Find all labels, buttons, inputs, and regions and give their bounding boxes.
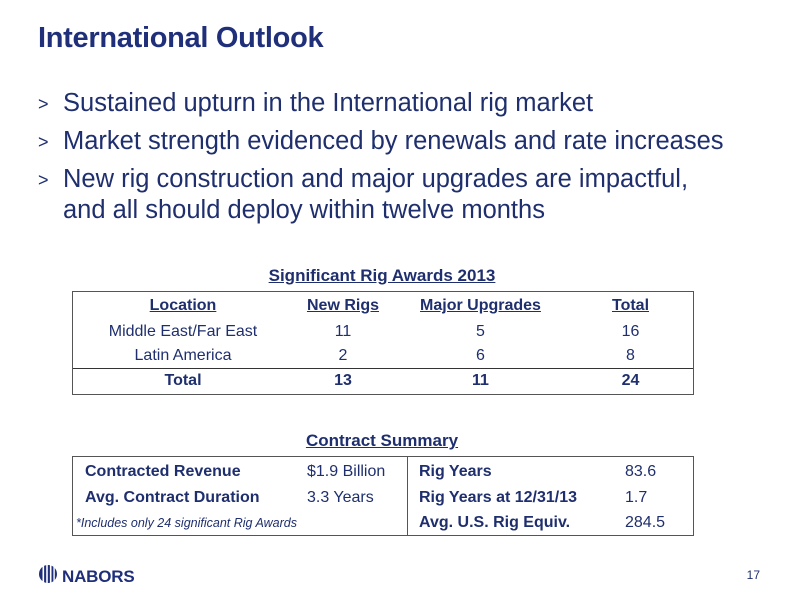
bullet-list: > Sustained upturn in the International … bbox=[38, 88, 778, 233]
rig-years-at-date-label: Rig Years at 12/31/13 bbox=[419, 489, 578, 506]
header-location: Location bbox=[149, 297, 217, 314]
table-row: Middle East/Far East 11 5 16 bbox=[73, 320, 693, 344]
rig-years-at-date-value: 1.7 bbox=[625, 489, 648, 506]
awards-table-box: Location New Rigs Major Upgrades Total M… bbox=[72, 291, 694, 395]
contracted-revenue-label: Contracted Revenue bbox=[85, 463, 241, 480]
column-divider bbox=[407, 457, 408, 535]
cell-major-upgrades: 6 bbox=[476, 347, 485, 364]
bullet-item: > Sustained upturn in the International … bbox=[38, 88, 778, 119]
footnote: *Includes only 24 significant Rig Awards bbox=[76, 516, 297, 530]
table-row: Latin America 2 6 8 bbox=[73, 344, 693, 369]
bullet-line: New rig construction and major upgrades … bbox=[63, 165, 689, 193]
avg-contract-duration-label: Avg. Contract Duration bbox=[85, 489, 260, 506]
bullet-marker: > bbox=[38, 170, 49, 190]
rig-years-label: Rig Years bbox=[419, 463, 492, 480]
cell-location: Latin America bbox=[134, 347, 232, 364]
bullet-text: New rig construction and major upgrades … bbox=[63, 164, 688, 226]
avg-us-rig-equiv-label: Avg. U.S. Rig Equiv. bbox=[419, 514, 571, 531]
cell-total-new-rigs: 13 bbox=[293, 368, 393, 393]
header-new-rigs: New Rigs bbox=[306, 297, 379, 314]
header-major-upgrades: Major Upgrades bbox=[420, 297, 541, 314]
cell-total-total: 24 bbox=[568, 368, 693, 393]
rig-years-value: 83.6 bbox=[625, 463, 657, 480]
bullet-marker: > bbox=[38, 94, 49, 114]
avg-contract-duration-value: 3.3 Years bbox=[307, 489, 374, 506]
contract-summary-title: Contract Summary bbox=[305, 431, 459, 450]
bullet-text: Sustained upturn in the International ri… bbox=[63, 88, 593, 119]
cell-total-major-upgrades: 11 bbox=[393, 368, 568, 393]
slide-title: International Outlook bbox=[38, 22, 324, 54]
awards-table: Location New Rigs Major Upgrades Total M… bbox=[73, 292, 693, 393]
bullet-line: Market strength evidenced by renewals an… bbox=[63, 127, 724, 155]
cell-new-rigs: 11 bbox=[334, 323, 352, 340]
nabors-logo: NABORS bbox=[38, 564, 135, 589]
bullet-item: > Market strength evidenced by renewals … bbox=[38, 126, 778, 157]
logo-text: NABORS bbox=[62, 566, 135, 586]
contracted-revenue-value: $1.9 Billion bbox=[307, 463, 386, 480]
bullet-item: > New rig construction and major upgrade… bbox=[38, 164, 778, 226]
cell-major-upgrades: 5 bbox=[476, 323, 485, 340]
cell-new-rigs: 2 bbox=[338, 347, 348, 364]
cell-total-label: Total bbox=[73, 368, 293, 393]
avg-us-rig-equiv-value: 284.5 bbox=[625, 514, 666, 531]
contract-summary-box: Contracted Revenue $1.9 Billion Avg. Con… bbox=[72, 456, 694, 536]
bullet-text: Market strength evidenced by renewals an… bbox=[63, 126, 724, 157]
cell-total: 16 bbox=[621, 323, 640, 340]
table-header-row: Location New Rigs Major Upgrades Total bbox=[73, 292, 693, 320]
awards-table-title: Significant Rig Awards 2013 bbox=[268, 266, 496, 285]
bullet-line: and all should deploy within twelve mont… bbox=[63, 196, 545, 224]
header-total: Total bbox=[611, 297, 650, 314]
bullet-line: Sustained upturn in the International ri… bbox=[63, 89, 594, 117]
bullet-marker: > bbox=[38, 132, 49, 152]
table-total-row: Total 13 11 24 bbox=[73, 368, 693, 393]
page-number: 17 bbox=[746, 568, 760, 582]
nabors-stripes-icon bbox=[38, 564, 58, 589]
cell-location: Middle East/Far East bbox=[108, 323, 258, 340]
cell-total: 8 bbox=[626, 347, 635, 364]
